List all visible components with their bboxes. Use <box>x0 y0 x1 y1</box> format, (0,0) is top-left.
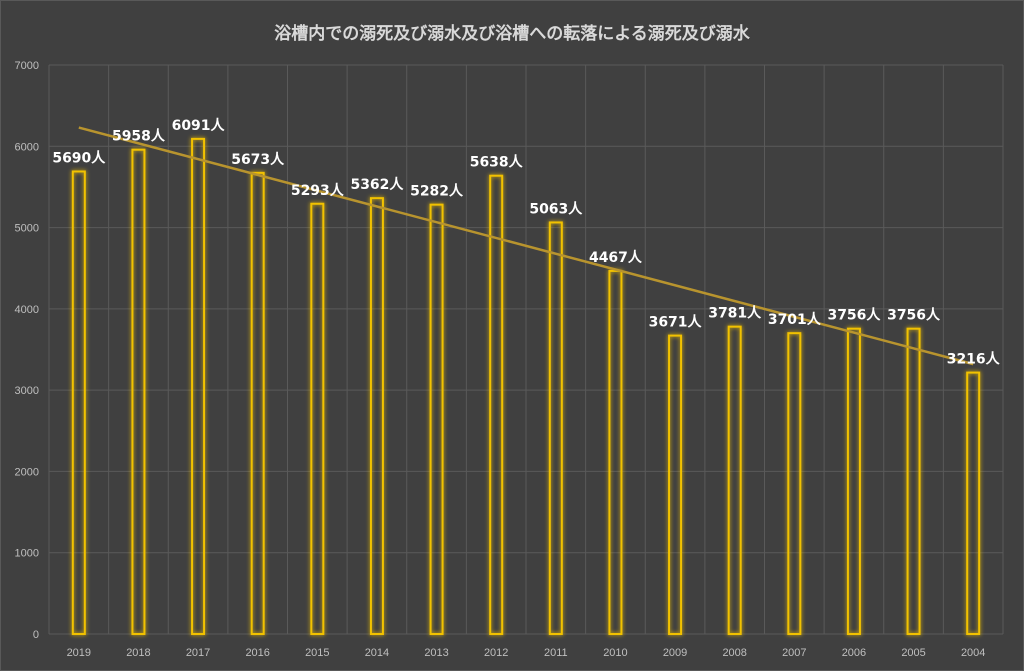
y-tick-label: 4000 <box>15 304 39 316</box>
bar <box>668 334 683 635</box>
x-tick-label: 2010 <box>603 647 627 659</box>
x-tick-label: 2012 <box>484 647 508 659</box>
data-label: 3781人 <box>708 305 762 322</box>
data-label: 5638人 <box>470 154 524 171</box>
bar <box>429 203 444 635</box>
y-tick-label: 7000 <box>15 60 39 72</box>
data-label: 3756人 <box>827 307 881 324</box>
bar <box>608 269 623 635</box>
data-label: 3701人 <box>768 311 822 328</box>
y-tick-label: 5000 <box>15 223 39 235</box>
bar <box>787 332 802 635</box>
data-label: 3671人 <box>649 314 703 331</box>
bar <box>369 197 384 635</box>
data-label: 5690人 <box>52 149 106 166</box>
x-tick-label: 2017 <box>186 647 210 659</box>
trendline-group <box>78 126 974 366</box>
y-tick-label: 0 <box>33 629 39 641</box>
x-tick-label: 2011 <box>544 647 568 659</box>
bar <box>906 327 921 635</box>
bar <box>250 171 265 635</box>
data-label: 5673人 <box>231 151 285 168</box>
chart-title: 浴槽内での溺死及び溺水及び浴槽への転落による溺死及び溺水 <box>274 23 750 44</box>
data-label: 5063人 <box>529 200 583 217</box>
bar <box>310 202 325 636</box>
y-tick-label: 1000 <box>15 548 39 560</box>
x-tick-label: 2013 <box>424 647 448 659</box>
x-tick-label: 2015 <box>305 647 329 659</box>
data-label: 6091人 <box>172 117 226 134</box>
x-tick-label: 2016 <box>245 647 269 659</box>
x-tick-label: 2014 <box>365 647 389 659</box>
data-label: 5362人 <box>350 176 404 193</box>
x-tick-label: 2019 <box>67 647 91 659</box>
bars <box>71 137 981 636</box>
y-tick-label: 6000 <box>15 141 39 153</box>
bar <box>71 170 86 635</box>
data-label: 3756人 <box>887 307 941 324</box>
x-tick-label: 2005 <box>901 647 925 659</box>
x-tick-label: 2008 <box>722 647 746 659</box>
bar <box>966 371 981 635</box>
data-label: 4467人 <box>589 249 643 266</box>
x-tick-label: 2018 <box>126 647 150 659</box>
y-axis: 0 1000 2000 3000 4000 5000 6000 7000 <box>15 60 39 641</box>
x-tick-label: 2009 <box>663 647 687 659</box>
data-labels: 5690人 5958人 6091人 5673人 5293人 5362人 5282人 5638人… <box>52 117 1000 368</box>
x-tick-label: 2006 <box>842 647 866 659</box>
bar <box>548 221 563 635</box>
gridlines <box>48 64 1004 635</box>
x-tick-label: 2004 <box>961 647 985 659</box>
bar <box>489 174 504 635</box>
data-label: 3216人 <box>947 351 1001 368</box>
data-label: 5958人 <box>112 128 166 145</box>
trendline <box>78 126 974 366</box>
data-label: 5293人 <box>291 182 345 199</box>
data-label: 5282人 <box>410 183 464 200</box>
y-tick-label: 2000 <box>15 466 39 478</box>
x-axis: 2019 2018 2017 2016 2015 2014 2013 2012 2011 2010… <box>67 647 986 659</box>
y-tick-label: 3000 <box>15 385 39 397</box>
bar <box>846 327 861 635</box>
bar <box>191 137 206 636</box>
bar <box>727 325 742 635</box>
x-tick-label: 2007 <box>782 647 806 659</box>
bar <box>131 148 146 635</box>
